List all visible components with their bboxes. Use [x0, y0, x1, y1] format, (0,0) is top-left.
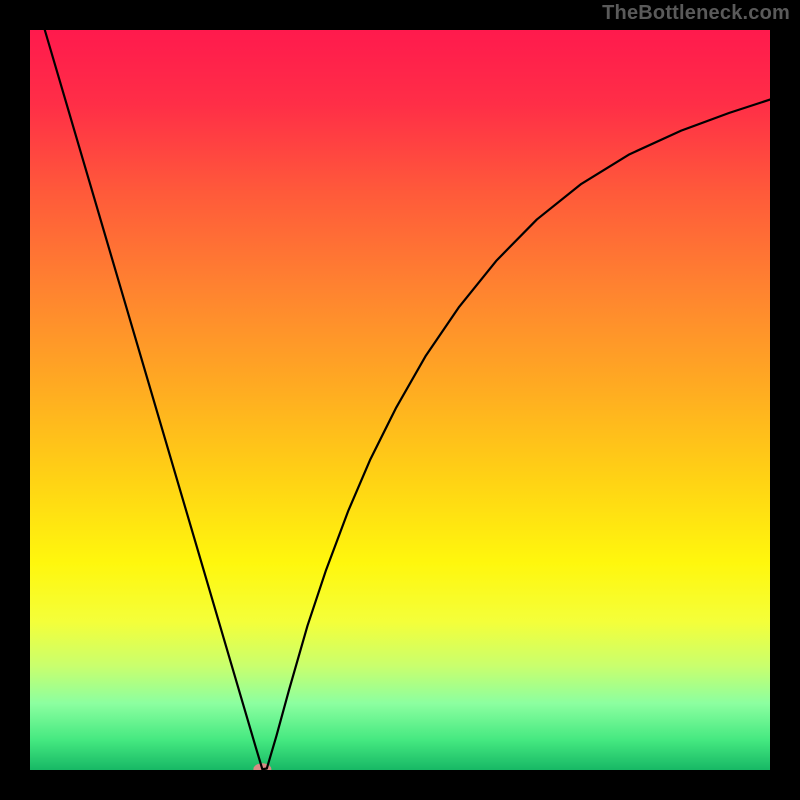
border-right [770, 0, 800, 800]
border-bottom [0, 770, 800, 800]
border-left [0, 0, 30, 800]
watermark-text: TheBottleneck.com [602, 2, 790, 25]
chart-frame: TheBottleneck.com [0, 0, 800, 800]
bottleneck-line-chart [0, 0, 800, 800]
